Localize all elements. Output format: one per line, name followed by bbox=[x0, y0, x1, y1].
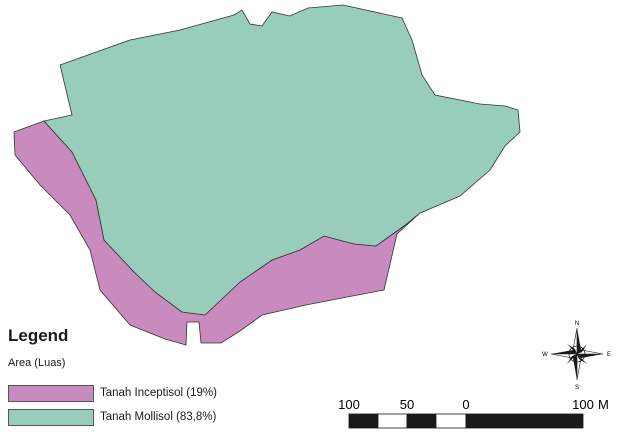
scale-segment bbox=[377, 413, 408, 429]
scale-label-0: 0 bbox=[462, 397, 469, 412]
scale-segment bbox=[348, 413, 379, 429]
legend-subtitle: Area (Luas) bbox=[8, 357, 66, 369]
scale-label-50: 50 bbox=[400, 397, 414, 412]
scale-segment bbox=[465, 413, 584, 429]
compass-east-label: E bbox=[607, 352, 611, 358]
scale-segment bbox=[406, 413, 437, 429]
legend-label-mollisol: Tanah Mollisol (83,8%) bbox=[100, 411, 217, 423]
legend-label-inceptisol: Tanah Inceptisol (19%) bbox=[100, 387, 217, 399]
scale-label-100-right: 100 bbox=[572, 397, 594, 412]
scale-unit: M bbox=[598, 397, 609, 412]
legend: Legend Area (Luas) Tanah Inceptisol (19%… bbox=[8, 326, 248, 430]
legend-items: Tanah Inceptisol (19%) Tanah Mollisol (8… bbox=[8, 382, 248, 428]
compass-north-label: N bbox=[575, 321, 579, 327]
compass-rose-icon: N E S W bbox=[542, 321, 611, 391]
legend-swatch-mollisol bbox=[8, 408, 94, 426]
zone-mollisol bbox=[43, 4, 521, 316]
legend-item-inceptisol: Tanah Inceptisol (19%) bbox=[8, 382, 248, 404]
scale-bar: 100 50 0 100 M bbox=[338, 397, 609, 429]
compass-west-label: W bbox=[542, 352, 548, 358]
legend-swatch-inceptisol bbox=[8, 384, 94, 402]
compass-south-label: S bbox=[575, 385, 579, 391]
scale-label-100-left: 100 bbox=[338, 397, 360, 412]
scale-segment bbox=[435, 413, 467, 429]
legend-item-mollisol: Tanah Mollisol (83,8%) bbox=[8, 406, 248, 428]
legend-title: Legend bbox=[8, 326, 69, 345]
